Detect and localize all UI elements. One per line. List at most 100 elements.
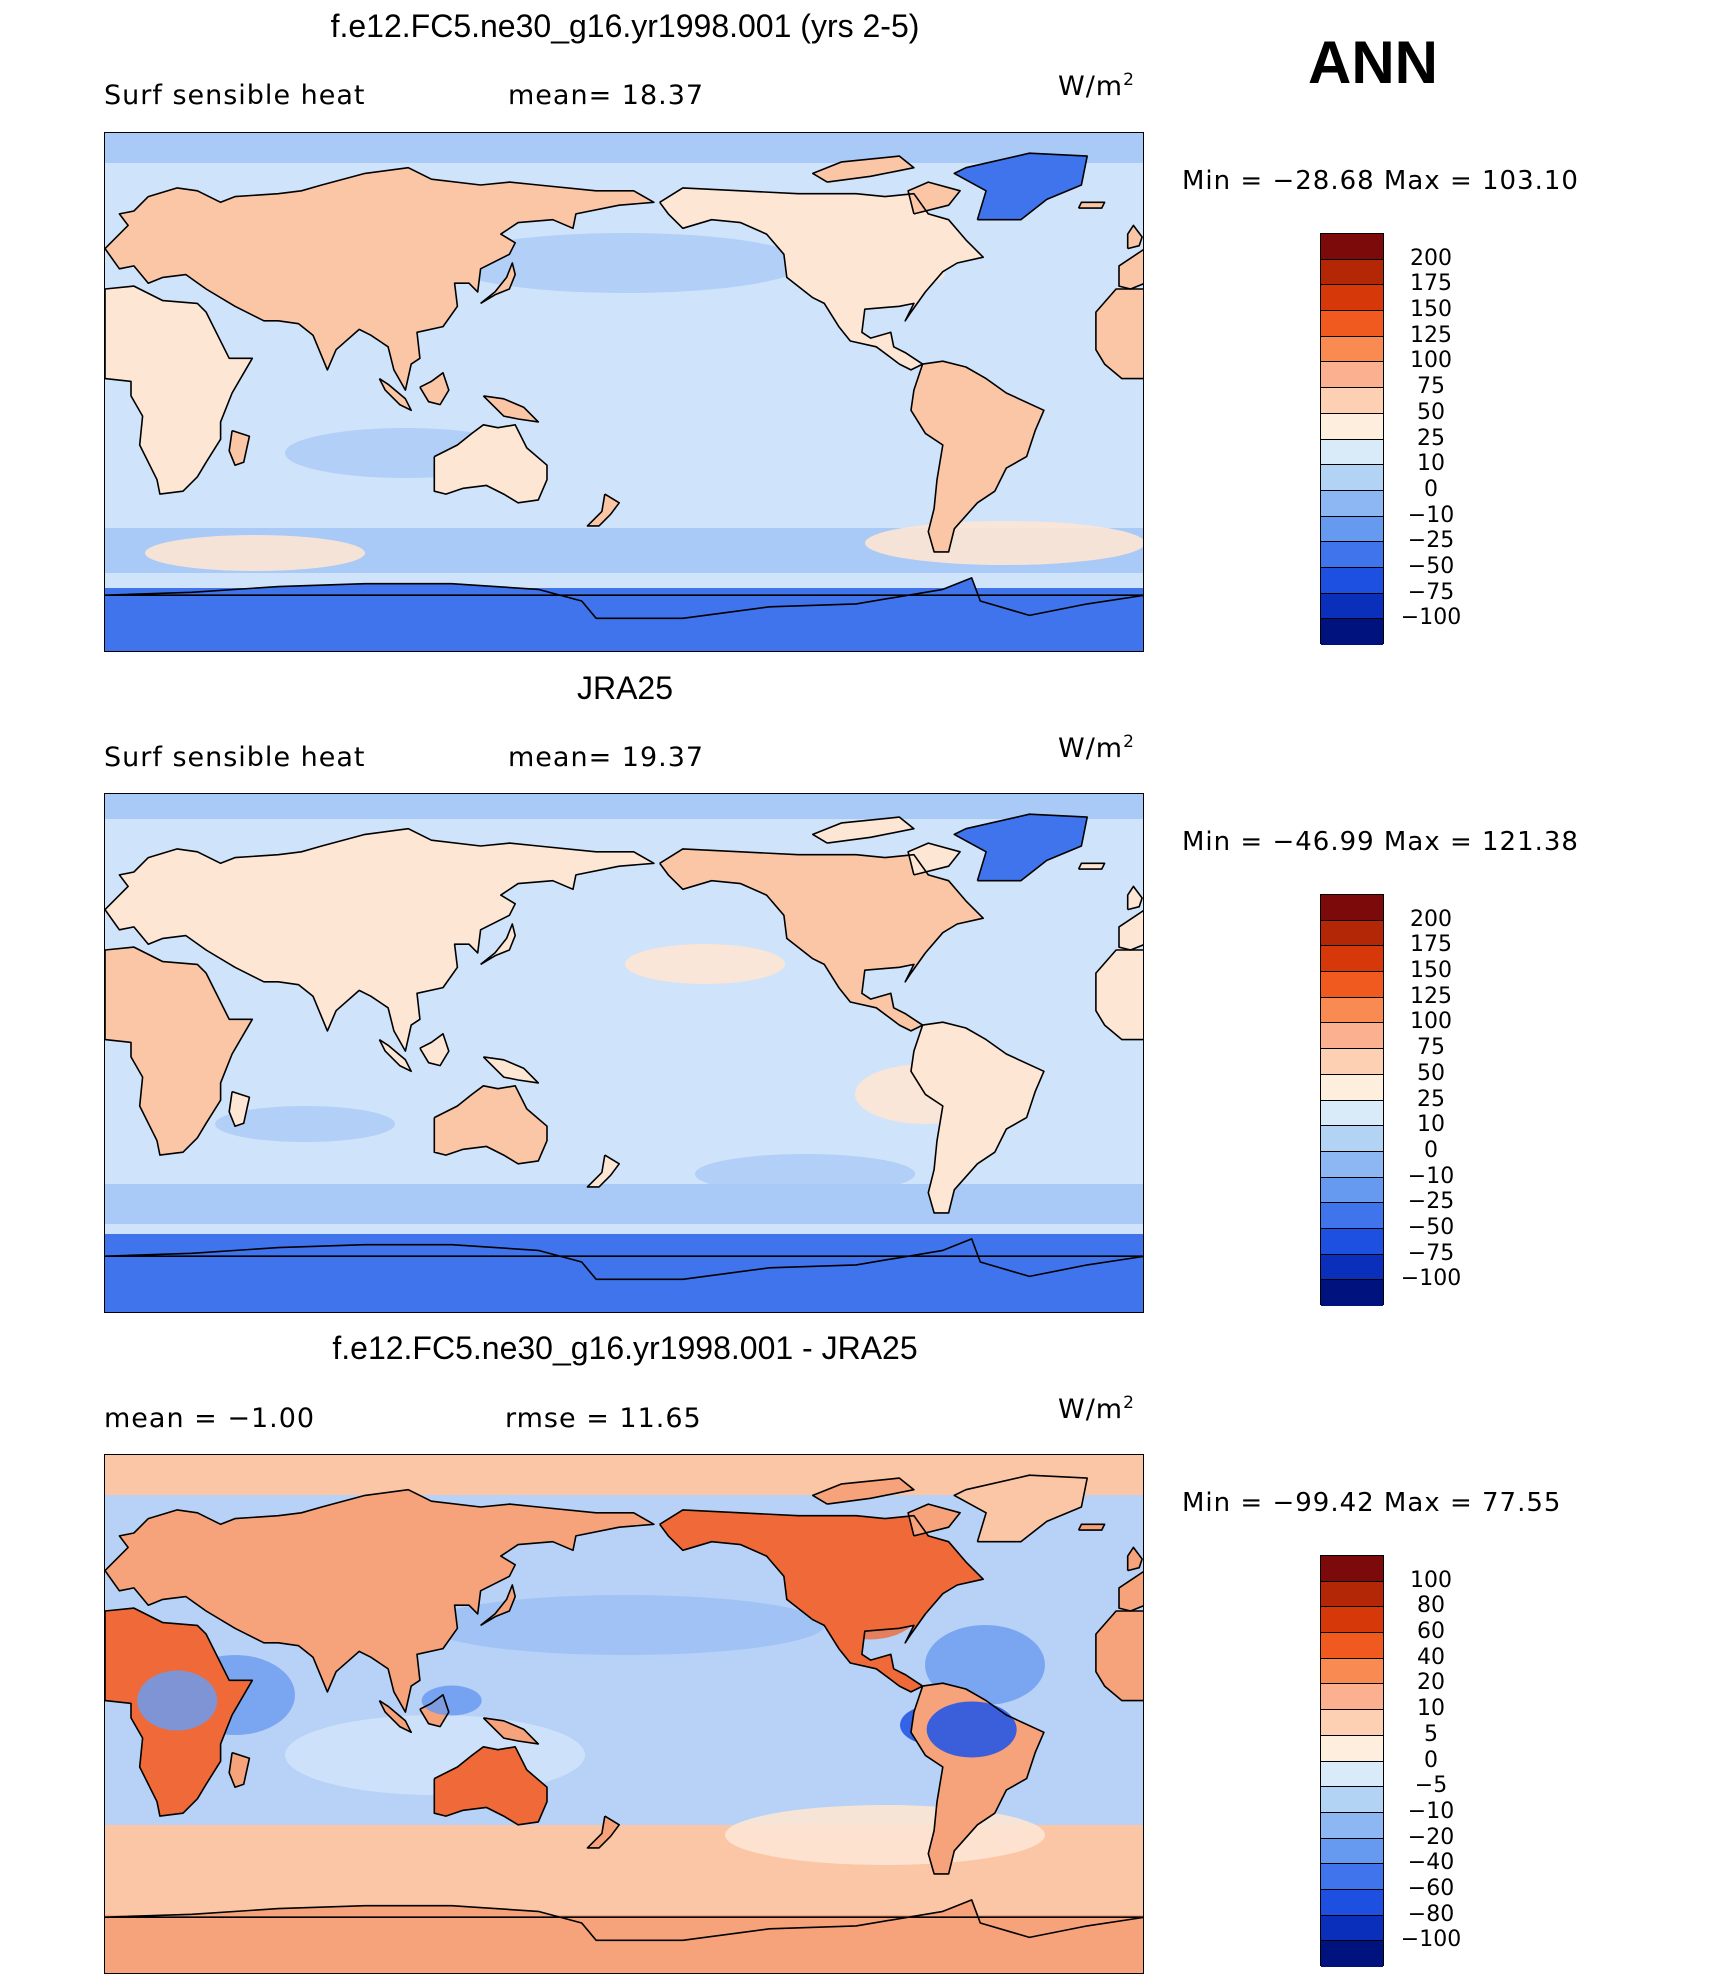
- colorbar-tick-label: −100: [1400, 1266, 1462, 1292]
- colorbar-segment: [1321, 1658, 1383, 1685]
- colorbar-segment: [1321, 439, 1383, 466]
- colorbar-segment: [1321, 895, 1383, 921]
- colorbar-tick-label: −10: [1407, 1798, 1455, 1824]
- panel3-mean-label: mean = −1.00: [104, 1403, 316, 1434]
- colorbar-tick-label: 100: [1410, 1009, 1452, 1035]
- colorbar-tick-label: −100: [1400, 605, 1462, 631]
- colorbar-segment: [1321, 1023, 1383, 1050]
- colorbar-segment: [1321, 1607, 1383, 1634]
- colorbar-tick-label: 75: [1417, 374, 1445, 400]
- colorbar-tick-label: 5: [1424, 1721, 1438, 1747]
- colorbar-segment: [1321, 1126, 1383, 1152]
- colorbar-segment: [1321, 1941, 1383, 1967]
- colorbar-segment: [1321, 1684, 1383, 1711]
- colorbar-segment: [1321, 311, 1383, 337]
- colorbar-tick-label: 125: [1410, 322, 1452, 348]
- panel2-field-label: Surf sensible heat: [104, 742, 366, 773]
- colorbar-segment: [1321, 1915, 1383, 1942]
- panel1-mean-label: mean= 18.37: [508, 80, 705, 111]
- colorbar-tick-label: −80: [1407, 1901, 1455, 1927]
- colorbar-tick-label: −50: [1407, 553, 1455, 579]
- colorbar-segment: [1321, 1074, 1383, 1101]
- panel3-minmax: Min = −99.42 Max = 77.55: [1182, 1488, 1562, 1518]
- colorbar-segment: [1321, 413, 1383, 440]
- colorbar-segment: [1321, 1710, 1383, 1736]
- colorbar-tick-label: −10: [1407, 502, 1455, 528]
- colorbar-tick-label: −5: [1414, 1773, 1448, 1799]
- colorbar-segment: [1321, 1581, 1383, 1608]
- colorbar-segment: [1321, 285, 1383, 312]
- colorbar-tick-label: 100: [1410, 1567, 1452, 1593]
- colorbar-tick-label: 40: [1417, 1644, 1445, 1670]
- colorbar-segment: [1321, 1254, 1383, 1281]
- panel2-map: [104, 793, 1144, 1313]
- colorbar-tick-label: −75: [1407, 1240, 1455, 1266]
- colorbar-segment: [1321, 1889, 1383, 1916]
- units-exp: 2: [1123, 1393, 1135, 1413]
- colorbar-segment: [1321, 920, 1383, 947]
- colorbar-segment: [1321, 972, 1383, 998]
- units-base: W/m: [1058, 71, 1124, 102]
- colorbar-tick-label: 50: [1417, 399, 1445, 425]
- units-exp: 2: [1123, 732, 1135, 752]
- colorbar-segment: [1321, 619, 1383, 645]
- colorbar-tick-label: 150: [1410, 958, 1452, 984]
- colorbar-tick-label: −60: [1407, 1875, 1455, 1901]
- colorbar-segment: [1321, 1280, 1383, 1306]
- colorbar-tick-label: 175: [1410, 932, 1452, 958]
- colorbar-tick-label: 100: [1410, 348, 1452, 374]
- units-base: W/m: [1058, 1394, 1124, 1425]
- panel1-minmax: Min = −28.68 Max = 103.10: [1182, 166, 1579, 196]
- colorbar-tick-label: 0: [1424, 476, 1438, 502]
- colorbar-tick-label: 0: [1424, 1137, 1438, 1163]
- colorbar-tick-label: −25: [1407, 1189, 1455, 1215]
- units-base: W/m: [1058, 733, 1124, 764]
- panel3-units: W/m2: [1058, 1393, 1135, 1425]
- map-svg: [105, 1455, 1143, 1973]
- map-svg: [105, 133, 1143, 651]
- colorbar-tick-label: 125: [1410, 983, 1452, 1009]
- colorbar-segment: [1321, 1838, 1383, 1865]
- colorbar-tick-label: 25: [1417, 1086, 1445, 1112]
- panel1-colorbar: [1320, 233, 1384, 645]
- panel3-colorbar: [1320, 1555, 1384, 1967]
- panel1-units: W/m2: [1058, 70, 1135, 102]
- colorbar-segment: [1321, 259, 1383, 286]
- colorbar-tick-label: −50: [1407, 1214, 1455, 1240]
- colorbar-tick-label: 10: [1417, 451, 1445, 477]
- panel2-mean-label: mean= 19.37: [508, 742, 705, 773]
- panel3-map: [104, 1454, 1144, 1974]
- colorbar-segment: [1321, 1228, 1383, 1255]
- colorbar-segment: [1321, 336, 1383, 363]
- panel2-units: W/m2: [1058, 732, 1135, 764]
- colorbar-segment: [1321, 234, 1383, 260]
- colorbar-segment: [1321, 362, 1383, 389]
- panel3-title: f.e12.FC5.ne30_g16.yr1998.001 - JRA25: [332, 1330, 918, 1366]
- colorbar-segment: [1321, 946, 1383, 973]
- map-svg: [105, 794, 1143, 1312]
- colorbar-tick-label: −40: [1407, 1850, 1455, 1876]
- colorbar-tick-label: −20: [1407, 1824, 1455, 1850]
- colorbar-segment: [1321, 516, 1383, 543]
- colorbar-segment: [1321, 1203, 1383, 1229]
- colorbar-tick-label: 200: [1410, 245, 1452, 271]
- colorbar-tick-label: 10: [1417, 1112, 1445, 1138]
- colorbar-tick-label: 175: [1410, 271, 1452, 297]
- colorbar-segment: [1321, 1787, 1383, 1813]
- panel1-field-label: Surf sensible heat: [104, 80, 366, 111]
- colorbar-segment: [1321, 593, 1383, 620]
- colorbar-segment: [1321, 1864, 1383, 1890]
- colorbar-tick-label: −100: [1400, 1927, 1462, 1953]
- panel2-title: JRA25: [576, 670, 674, 706]
- panel1-map: [104, 132, 1144, 652]
- colorbar-segment: [1321, 1633, 1383, 1659]
- colorbar-tick-label: 80: [1417, 1593, 1445, 1619]
- panel2-colorbar: [1320, 894, 1384, 1306]
- colorbar-tick-label: 200: [1410, 906, 1452, 932]
- colorbar-tick-label: 0: [1424, 1747, 1438, 1773]
- colorbar-segment: [1321, 567, 1383, 594]
- season-label: ANN: [1308, 29, 1438, 96]
- colorbar-segment: [1321, 388, 1383, 414]
- colorbar-segment: [1321, 465, 1383, 491]
- colorbar-tick-label: 50: [1417, 1060, 1445, 1086]
